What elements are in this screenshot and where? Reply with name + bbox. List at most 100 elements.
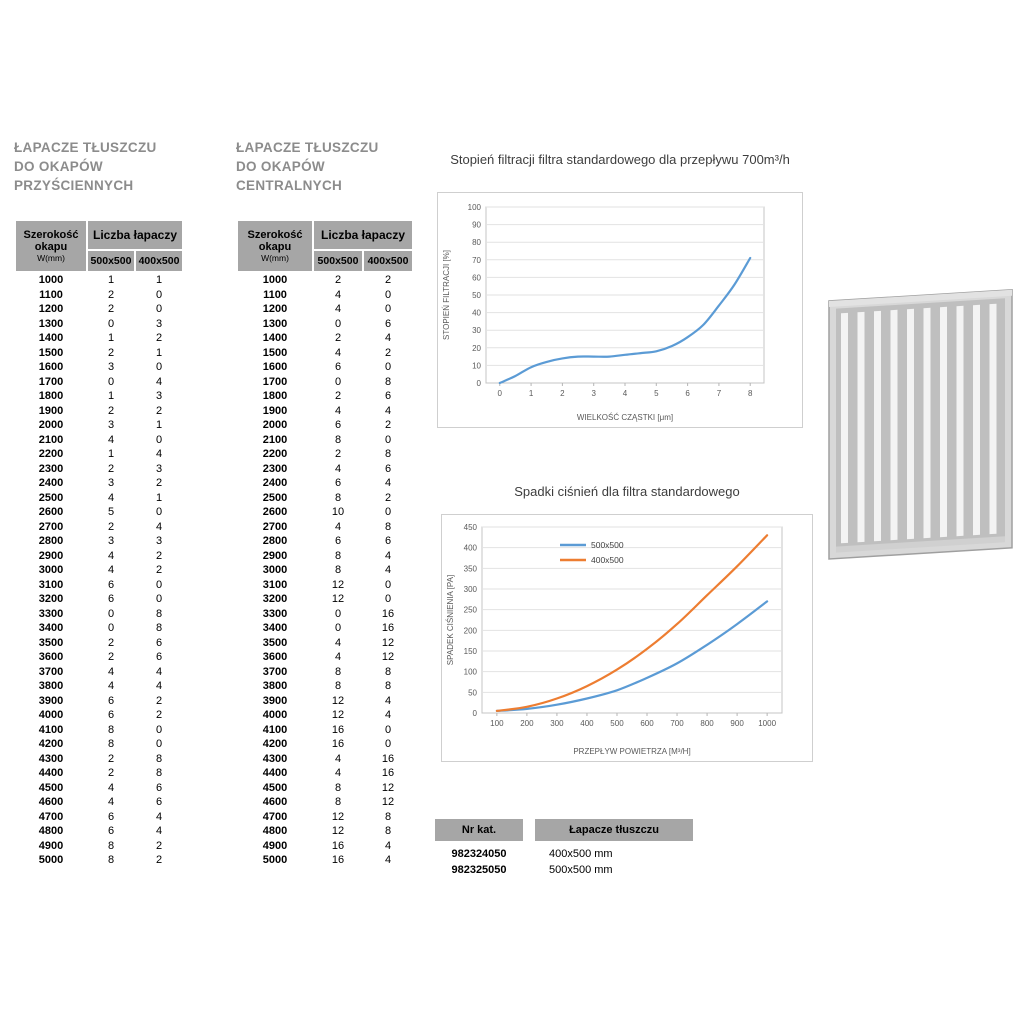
hood-width-cell: 4400 bbox=[262, 767, 288, 779]
table-title-line: ŁAPACZE TŁUSZCZU bbox=[236, 140, 379, 155]
catalog-body: 982324050 400x500 mm 982325050 500x500 mm bbox=[435, 846, 693, 878]
trap-count-cell: 2 bbox=[155, 564, 163, 576]
table-row: 3200 6 0 bbox=[15, 592, 183, 607]
hood-width-cell: 2300 bbox=[262, 462, 288, 475]
trap-count-cell: 2 bbox=[155, 332, 163, 344]
catalog-row: 982324050 400x500 mm bbox=[435, 846, 693, 862]
hood-width-cell: 3700 bbox=[262, 665, 288, 678]
chart-canvas: 0 50 100 150 200 250 300 350 400 450 100 200 300 400 5… bbox=[446, 523, 783, 756]
catalog-number: 982325050 bbox=[451, 864, 507, 876]
grease-filter-drawing bbox=[828, 289, 1013, 560]
table-row: 4000 6 2 bbox=[15, 708, 183, 723]
trap-count-cell: 0 bbox=[107, 607, 115, 620]
hood-width-cell: 2800 bbox=[262, 535, 288, 547]
hood-width-cell: 3600 bbox=[38, 651, 64, 663]
trap-count-cell: 12 bbox=[381, 636, 395, 649]
col-header-width-unit: W(mm) bbox=[261, 252, 289, 263]
trap-count-cell: 3 bbox=[107, 361, 115, 373]
chart-title: Spadki ciśnień dla filtra standardowego bbox=[514, 484, 740, 499]
table-row: 1300 0 6 bbox=[237, 317, 413, 332]
hood-width-cell: 1400 bbox=[262, 332, 288, 344]
trap-count-cell: 6 bbox=[334, 419, 342, 431]
trap-count-cell: 2 bbox=[384, 346, 392, 359]
table-row: 3700 4 4 bbox=[15, 665, 183, 680]
svg-text:5: 5 bbox=[654, 389, 659, 398]
trap-count-cell: 8 bbox=[334, 665, 342, 678]
table-row: 2300 4 6 bbox=[237, 462, 413, 477]
filtration-chart: 0 10 20 30 40 50 60 70 80 90 100 0 1 2 3 4 5 6 7 8 WIELKOŚĆ … bbox=[437, 192, 803, 428]
hood-width-cell: 1500 bbox=[262, 346, 288, 359]
col-header-500x500: 500x500 bbox=[312, 249, 364, 273]
table-title: ŁAPACZE TŁUSZCZU DO OKAPÓW CENTRALNYCH bbox=[236, 138, 412, 195]
trap-count-cell: 2 bbox=[155, 477, 163, 489]
svg-text:300: 300 bbox=[550, 719, 564, 728]
table-row: 4600 4 6 bbox=[15, 795, 183, 810]
table-row: 3900 12 4 bbox=[237, 694, 413, 709]
hood-width-cell: 1600 bbox=[262, 361, 288, 373]
table-row: 3800 4 4 bbox=[15, 679, 183, 694]
hood-width-cell: 3700 bbox=[38, 665, 64, 678]
trap-count-cell: 16 bbox=[331, 839, 345, 852]
hood-width-cell: 1000 bbox=[262, 274, 288, 286]
grease-filter-image bbox=[826, 283, 1022, 575]
table-row: 4400 4 16 bbox=[237, 766, 413, 781]
table-row: 5000 16 4 bbox=[237, 853, 413, 868]
svg-text:50: 50 bbox=[468, 688, 477, 697]
hood-width-cell: 3100 bbox=[262, 578, 288, 591]
trap-count-cell: 2 bbox=[107, 767, 115, 779]
table-row: 4900 8 2 bbox=[15, 839, 183, 854]
hood-width-cell: 3200 bbox=[38, 593, 64, 605]
trap-count-cell: 1 bbox=[107, 390, 115, 402]
table-row: 4300 4 16 bbox=[237, 752, 413, 767]
trap-count-cell: 12 bbox=[331, 694, 345, 707]
trap-count-cell: 10 bbox=[331, 506, 345, 518]
trap-count-cell: 0 bbox=[334, 607, 342, 620]
trap-count-cell: 8 bbox=[384, 810, 392, 823]
trap-count-cell: 6 bbox=[334, 535, 342, 547]
trap-count-cell: 12 bbox=[331, 810, 345, 823]
table-row: 3400 0 16 bbox=[237, 621, 413, 636]
trap-count-cell: 0 bbox=[155, 723, 163, 736]
hood-width-cell: 2600 bbox=[262, 506, 288, 518]
trap-count-cell: 4 bbox=[334, 346, 342, 359]
trap-count-cell: 6 bbox=[384, 535, 392, 547]
trap-count-cell: 8 bbox=[384, 375, 392, 388]
trap-count-cell: 8 bbox=[384, 825, 392, 837]
col-header-width: Szerokość okapu W(mm) bbox=[236, 219, 314, 273]
hood-width-cell: 4200 bbox=[38, 738, 64, 750]
hood-width-cell: 1300 bbox=[262, 317, 288, 330]
hood-width-cell: 1300 bbox=[38, 317, 64, 330]
svg-text:20: 20 bbox=[472, 344, 481, 353]
trap-count-cell: 0 bbox=[384, 303, 392, 315]
trap-count-cell: 16 bbox=[331, 854, 345, 866]
table-row: 2900 8 4 bbox=[237, 549, 413, 564]
trap-count-cell: 0 bbox=[384, 361, 392, 373]
svg-text:8: 8 bbox=[748, 389, 753, 398]
table-row: 2500 8 2 bbox=[237, 491, 413, 506]
hood-width-cell: 2300 bbox=[38, 462, 64, 475]
grease-trap-table: Szerokość okapu W(mm) Liczba łapaczy 500… bbox=[236, 219, 415, 868]
hood-width-cell: 3300 bbox=[38, 607, 64, 620]
trap-count-cell: 4 bbox=[334, 404, 342, 417]
trap-count-cell: 1 bbox=[107, 274, 115, 286]
trap-count-cell: 2 bbox=[107, 636, 115, 649]
hood-width-cell: 1200 bbox=[262, 303, 288, 315]
trap-count-cell: 4 bbox=[155, 448, 163, 460]
table-row: 2500 4 1 bbox=[15, 491, 183, 506]
hood-width-cell: 2900 bbox=[38, 549, 64, 562]
grease-trap-table: Szerokość okapu W(mm) Liczba łapaczy 500… bbox=[14, 219, 185, 868]
trap-count-cell: 0 bbox=[107, 317, 115, 330]
svg-text:70: 70 bbox=[472, 256, 481, 265]
table-row: 1200 2 0 bbox=[15, 302, 183, 317]
trap-count-cell: 4 bbox=[384, 854, 392, 866]
trap-count-cell: 1 bbox=[155, 491, 163, 504]
table-row: 1000 2 2 bbox=[237, 272, 413, 288]
table-wall-hoods: ŁAPACZE TŁUSZCZU DO OKAPÓW PRZYŚCIENNYCH… bbox=[14, 138, 185, 868]
table-row: 4100 16 0 bbox=[237, 723, 413, 738]
hood-width-cell: 2200 bbox=[38, 448, 64, 460]
trap-count-cell: 4 bbox=[107, 549, 115, 562]
svg-text:700: 700 bbox=[670, 719, 684, 728]
catalog-number: 982324050 bbox=[451, 848, 507, 860]
table-row: 3300 0 8 bbox=[15, 607, 183, 622]
table-row: 4000 12 4 bbox=[237, 708, 413, 723]
